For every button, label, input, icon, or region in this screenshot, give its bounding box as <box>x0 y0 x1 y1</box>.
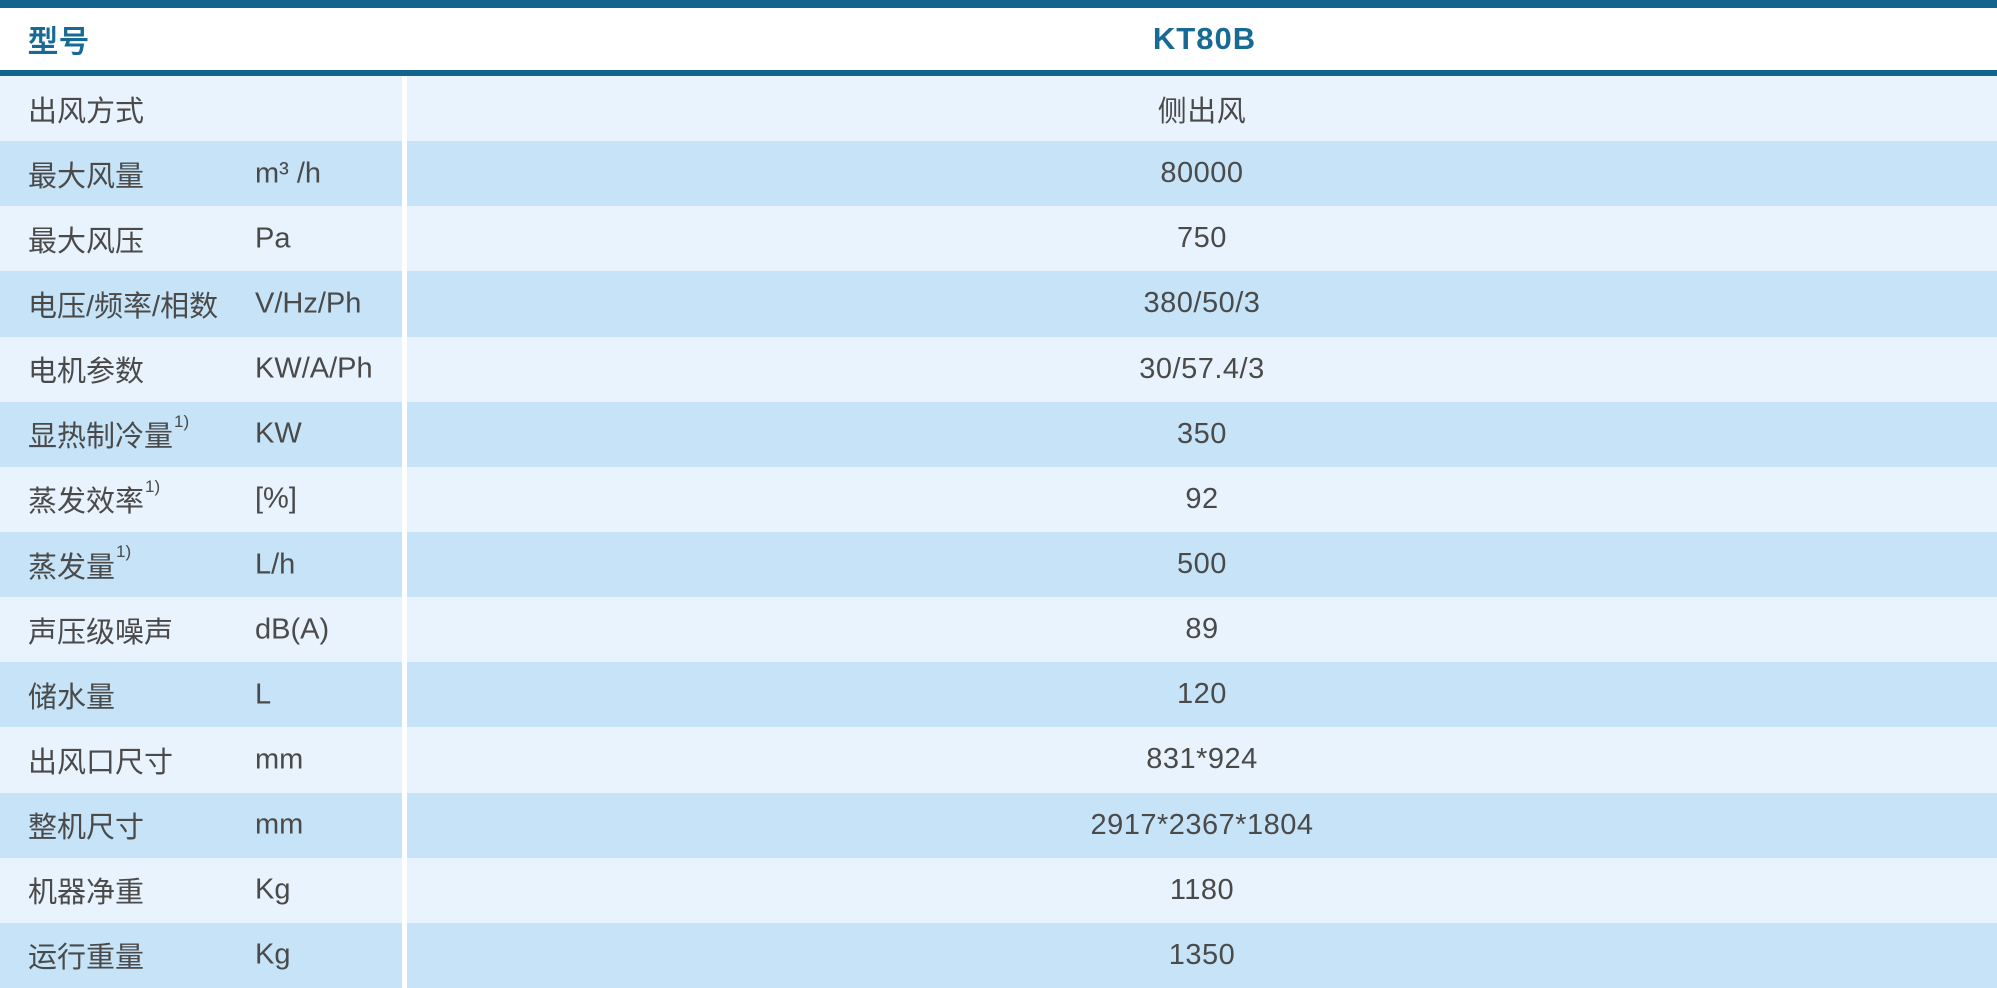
spec-label-text: 蒸发效率 <box>28 486 145 519</box>
spec-value: 750 <box>407 206 1997 272</box>
spec-label-text: 出风口尺寸 <box>28 746 174 779</box>
spec-label-text: 运行重量 <box>28 942 145 975</box>
spec-label-cell: 声压级噪声 dB(A) <box>0 597 407 663</box>
footnote-marker: 1) <box>145 476 161 496</box>
spec-value: 80000 <box>407 141 1997 207</box>
spec-label-cell: 出风方式 <box>0 76 407 142</box>
spec-unit: L <box>255 678 272 711</box>
spec-unit: L/h <box>255 548 296 581</box>
table-row: 出风口尺寸 mm 831*924 <box>0 727 1997 793</box>
spec-label: 整机尺寸 <box>0 804 144 846</box>
spec-label-cell: 运行重量 Kg <box>0 922 407 988</box>
table-row: 电机参数 KW/A/Ph 30/57.4/3 <box>0 336 1997 402</box>
spec-rows-container: 出风方式 侧出风 最大风量 m³ /h 80000 最大风压 Pa 750 电压… <box>0 76 1997 988</box>
spec-unit: [%] <box>255 482 297 515</box>
table-top-border <box>0 0 1997 8</box>
table-row: 出风方式 侧出风 <box>0 76 1997 142</box>
spec-label: 最大风压 <box>0 218 144 260</box>
spec-label: 电压/频率/相数 <box>0 283 218 325</box>
spec-label-text: 最大风量 <box>28 160 145 193</box>
spec-label: 电机参数 <box>0 348 144 390</box>
spec-value: 1180 <box>407 857 1997 923</box>
spec-label-text: 声压级噪声 <box>28 616 174 649</box>
model-header-label: 型号 <box>28 26 90 59</box>
spec-label-text: 显热制冷量 <box>28 421 174 454</box>
spec-value: 2917*2367*1804 <box>407 792 1997 858</box>
spec-value: 1350 <box>407 922 1997 988</box>
spec-label-cell: 机器净重 Kg <box>0 857 407 923</box>
spec-value: 350 <box>407 401 1997 467</box>
spec-label-text: 出风方式 <box>28 95 145 128</box>
spec-unit: mm <box>255 743 304 776</box>
spec-label-cell: 储水量 L <box>0 662 407 728</box>
spec-unit: KW <box>255 417 302 450</box>
spec-value: 500 <box>407 531 1997 598</box>
footnote-marker: 1) <box>116 541 132 561</box>
spec-value: 侧出风 <box>407 76 1997 142</box>
spec-label-cell: 整机尺寸 mm <box>0 792 407 858</box>
spec-label-cell: 出风口尺寸 mm <box>0 727 407 793</box>
table-row: 最大风量 m³ /h 80000 <box>0 141 1997 207</box>
spec-label-text: 整机尺寸 <box>28 812 145 845</box>
table-row: 最大风压 Pa 750 <box>0 206 1997 272</box>
spec-unit: V/Hz/Ph <box>255 287 362 320</box>
spec-label-text: 电机参数 <box>28 356 145 389</box>
spec-label: 出风方式 <box>0 88 144 130</box>
spec-label: 显热制冷量1) <box>0 411 190 455</box>
spec-value: 30/57.4/3 <box>407 336 1997 402</box>
spec-value: 92 <box>407 466 1997 532</box>
table-row: 显热制冷量1) KW 350 <box>0 401 1997 467</box>
header-divider-bar <box>0 70 1997 76</box>
spec-label-cell: 显热制冷量1) KW <box>0 401 407 467</box>
spec-unit: m³ /h <box>255 157 322 190</box>
model-header-value: KT80B <box>1152 21 1257 56</box>
footnote-marker: 1) <box>174 411 190 431</box>
table-row: 储水量 L 120 <box>0 662 1997 728</box>
spec-label: 运行重量 <box>0 934 144 976</box>
spec-label-cell: 最大风压 Pa <box>0 206 407 272</box>
spec-value: 120 <box>407 662 1997 728</box>
spec-label-cell: 蒸发效率1) [%] <box>0 466 407 532</box>
spec-label-text: 电压/频率/相数 <box>28 290 219 323</box>
spec-unit: KW/A/Ph <box>255 352 373 385</box>
table-row: 声压级噪声 dB(A) 89 <box>0 597 1997 663</box>
spec-label: 机器净重 <box>0 869 144 911</box>
spec-value: 831*924 <box>407 727 1997 793</box>
table-header-row: 型号 KT80B <box>0 8 1997 70</box>
table-row: 运行重量 Kg 1350 <box>0 922 1997 988</box>
spec-label: 最大风量 <box>0 153 144 195</box>
spec-unit: Kg <box>255 938 291 971</box>
spec-label-text: 机器净重 <box>28 877 145 910</box>
table-row: 机器净重 Kg 1180 <box>0 857 1997 923</box>
spec-label-text: 最大风压 <box>28 225 145 258</box>
table-row: 蒸发量1) L/h 500 <box>0 531 1997 598</box>
spec-value: 89 <box>407 597 1997 663</box>
spec-label-text: 储水量 <box>28 681 116 714</box>
spec-unit: Kg <box>255 873 291 906</box>
table-row: 整机尺寸 mm 2917*2367*1804 <box>0 792 1997 858</box>
spec-label: 蒸发量1) <box>0 541 132 586</box>
table-row: 电压/频率/相数 V/Hz/Ph 380/50/3 <box>0 271 1997 337</box>
spec-label: 出风口尺寸 <box>0 739 173 781</box>
spec-label: 声压级噪声 <box>0 609 173 651</box>
spec-label: 蒸发效率1) <box>0 476 161 520</box>
spec-label-cell: 蒸发量1) L/h <box>0 531 407 598</box>
spec-unit: Pa <box>255 222 291 255</box>
spec-label-cell: 电压/频率/相数 V/Hz/Ph <box>0 271 407 337</box>
spec-unit: dB(A) <box>255 613 330 646</box>
spec-label-cell: 最大风量 m³ /h <box>0 141 407 207</box>
spec-value: 380/50/3 <box>407 271 1997 337</box>
spec-label-text: 蒸发量 <box>28 551 116 584</box>
table-row: 蒸发效率1) [%] 92 <box>0 466 1997 532</box>
spec-label: 储水量 <box>0 674 115 716</box>
spec-label-cell: 电机参数 KW/A/Ph <box>0 336 407 402</box>
spec-unit: mm <box>255 808 304 841</box>
